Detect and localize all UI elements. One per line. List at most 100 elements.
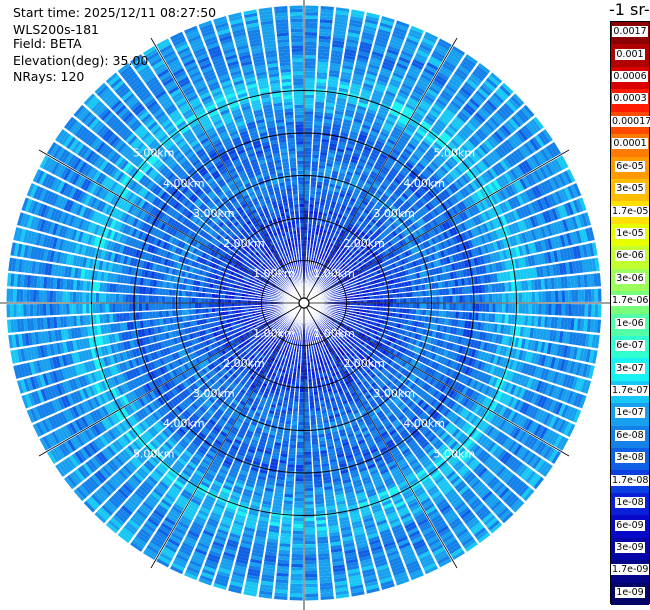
range-gate-cell (399, 303, 404, 308)
range-gate-cell (304, 107, 314, 112)
range-gate-cell (376, 303, 381, 307)
range-gate-cell (415, 315, 420, 321)
range-gate-cell (455, 295, 460, 303)
range-gate-cell (304, 65, 316, 69)
range-gate-cell (312, 141, 321, 146)
range-gate-cell (396, 298, 400, 303)
range-gate-cell (324, 172, 331, 177)
range-gate-cell (383, 299, 387, 303)
range-gate-cell (310, 187, 316, 192)
range-gate-cell (478, 303, 483, 312)
range-gate-cell (305, 41, 317, 46)
range-gate-cell (313, 214, 318, 219)
range-gate-cell (363, 299, 367, 303)
range-gate-cell (558, 290, 562, 302)
range-gate-cell (304, 141, 312, 145)
range-gate-cell (465, 312, 470, 320)
range-gate-cell (313, 124, 322, 129)
range-gate-cell (568, 290, 572, 302)
range-gate-cell (304, 147, 312, 152)
range-gate-cell (468, 312, 473, 320)
range-gate-cell (311, 167, 318, 172)
range-gate-cell (548, 291, 552, 303)
range-gate-cell (309, 210, 314, 215)
range-gate-cell (327, 82, 338, 88)
range-gate-cell (304, 177, 311, 181)
range-gate-cell (304, 210, 309, 214)
range-gate-cell (448, 311, 453, 318)
range-gate-cell (442, 310, 446, 318)
range-gate-cell (399, 298, 404, 303)
range-gate-cell (312, 154, 319, 159)
range-gate-cell (432, 296, 437, 303)
range-gate-cell (304, 240, 308, 244)
range-gate-cell (322, 128, 331, 134)
range-gate-cell (518, 292, 523, 303)
range-gate-cell (304, 78, 315, 82)
range-gate-cell (304, 88, 315, 92)
range-gate-cell (445, 303, 450, 311)
range-gate-cell (492, 303, 496, 313)
range-gate-cell (402, 292, 407, 298)
range-gate-cell (419, 303, 423, 309)
range-gate-cell (436, 303, 440, 310)
range-gate-cell (309, 250, 313, 254)
range-gate-cell (304, 207, 309, 211)
range-gate-cell (320, 198, 326, 203)
range-gate-cell (468, 286, 473, 294)
range-gate-cell (304, 84, 315, 89)
range-gate-cell (312, 144, 320, 149)
range-gate-cell (322, 188, 328, 193)
range-gate-cell (309, 203, 314, 208)
range-gate-cell (326, 92, 337, 98)
range-gate-cell (581, 289, 585, 302)
range-gate-cell (412, 297, 417, 303)
range-gate-cell (323, 125, 332, 130)
range-gate-cell (305, 45, 317, 49)
range-gate-cell (411, 285, 416, 292)
range-gate-cell (316, 187, 322, 192)
range-gate-cell (564, 304, 569, 316)
range-gate-cell (475, 312, 479, 321)
range-gate-cell (309, 194, 315, 198)
range-gate-cell (379, 295, 384, 299)
range-gate-cell (584, 304, 589, 317)
range-gate-cell (594, 288, 599, 302)
range-gate-cell (419, 309, 423, 315)
range-gate-cell (405, 286, 410, 292)
range-gate-cell (459, 303, 463, 311)
range-gate-cell (403, 303, 407, 308)
range-gate-cell (508, 292, 513, 303)
range-gate-cell (310, 237, 315, 241)
range-gate-cell (491, 283, 496, 293)
range-gate-cell (442, 296, 447, 303)
range-gate-cell (315, 227, 320, 232)
range-gate-cell (376, 295, 380, 299)
range-gate-cell (304, 226, 308, 231)
range-gate-cell (324, 109, 334, 114)
range-gate-cell (373, 299, 377, 303)
range-gate-cell (426, 303, 430, 310)
range-gate-cell (320, 15, 333, 21)
range-gate-cell (326, 95, 336, 101)
range-gate-cell (319, 158, 327, 163)
range-gate-cell (459, 295, 463, 303)
range-gate-cell (319, 161, 326, 166)
range-gate-cell (311, 227, 316, 232)
range-gate-cell (505, 303, 509, 313)
range-gate-cell (494, 283, 499, 293)
range-gate-cell (317, 55, 329, 60)
range-gate-cell (315, 101, 325, 106)
range-gate-cell (316, 81, 327, 86)
range-gate-cell (304, 243, 307, 247)
range-gate-cell (482, 303, 486, 312)
range-gate-cell (316, 85, 326, 90)
range-gate-cell (304, 193, 310, 198)
range-gate-cell (545, 291, 549, 303)
range-gate-cell (304, 180, 310, 185)
range-gate-cell (419, 291, 423, 297)
range-gate-cell (373, 306, 377, 311)
range-gate-cell (421, 284, 426, 291)
range-gate-cell (538, 291, 542, 303)
range-gate-cell (334, 23, 347, 29)
